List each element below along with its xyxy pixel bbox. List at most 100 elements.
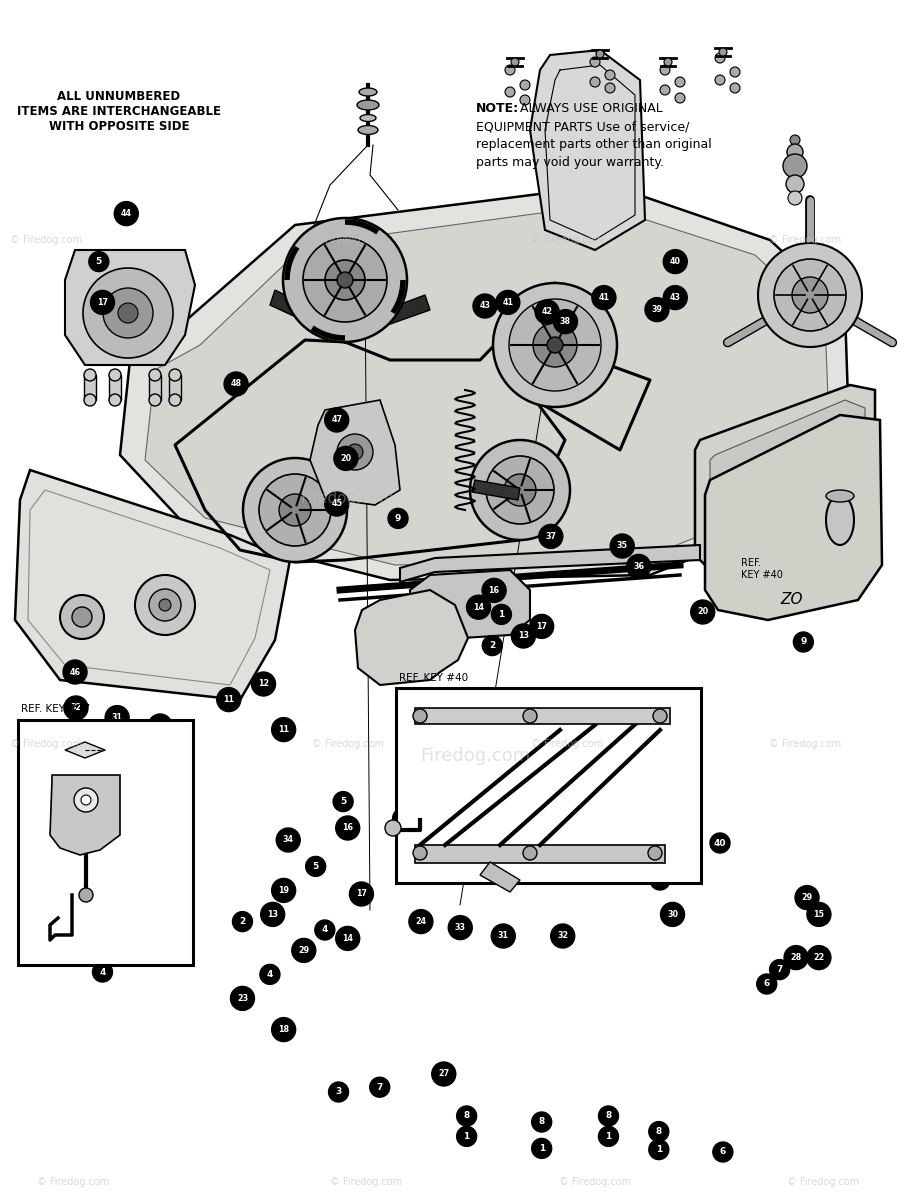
Ellipse shape [359,88,377,96]
Circle shape [670,690,690,710]
Circle shape [109,842,133,866]
Circle shape [470,440,570,540]
Text: 27: 27 [438,1069,449,1079]
Circle shape [649,1140,669,1159]
Circle shape [315,920,335,940]
Text: © Firedog.com: © Firedog.com [532,235,603,245]
Text: 4: 4 [127,748,134,756]
Circle shape [169,370,181,382]
Circle shape [793,632,813,652]
Circle shape [523,846,537,860]
Circle shape [393,809,413,828]
Circle shape [303,238,387,322]
Circle shape [333,792,353,811]
Ellipse shape [358,126,378,134]
Text: 4: 4 [100,967,105,977]
Text: 29: 29 [802,893,813,902]
Text: 31: 31 [498,931,509,941]
Text: 6: 6 [720,1147,726,1157]
Circle shape [328,1082,349,1102]
Circle shape [535,300,559,324]
Text: replacement parts other than original: replacement parts other than original [476,138,712,151]
Circle shape [224,372,248,396]
Circle shape [89,252,109,271]
Text: EQUIPMENT PARTS Use of service/: EQUIPMENT PARTS Use of service/ [476,120,689,133]
Circle shape [649,1122,669,1141]
Circle shape [807,946,831,970]
Circle shape [306,857,326,876]
Text: 39: 39 [651,305,662,314]
Circle shape [520,95,530,104]
Circle shape [645,298,669,322]
Circle shape [217,688,241,712]
Text: 20: 20 [697,607,708,617]
Text: 1: 1 [116,869,122,878]
Text: parts may void your warranty.: parts may void your warranty. [476,156,663,169]
Circle shape [675,77,685,86]
Circle shape [83,268,173,358]
Circle shape [530,847,550,866]
Text: ALWAYS USE ORIGINAL: ALWAYS USE ORIGINAL [516,102,662,115]
Circle shape [596,690,616,710]
Text: 13: 13 [518,631,529,641]
Circle shape [486,456,554,524]
Text: 5: 5 [96,257,102,266]
Circle shape [135,575,195,635]
Polygon shape [410,570,530,640]
Bar [18,720,193,965]
Text: 26: 26 [68,850,79,859]
Text: 2: 2 [490,641,495,650]
Circle shape [457,792,480,816]
Circle shape [231,986,254,1010]
Circle shape [448,916,472,940]
Circle shape [627,554,651,578]
Text: © Firedog.com: © Firedog.com [559,1177,630,1187]
Circle shape [81,794,91,805]
Circle shape [792,277,828,313]
Circle shape [505,86,515,97]
Circle shape [105,706,129,730]
Circle shape [482,636,502,655]
Circle shape [491,924,515,948]
Circle shape [784,946,808,970]
Circle shape [149,589,181,622]
Circle shape [660,65,670,74]
Circle shape [558,847,578,866]
Circle shape [713,1142,733,1162]
Text: 14: 14 [473,602,484,612]
Circle shape [79,888,93,902]
Circle shape [530,614,554,638]
Circle shape [60,595,104,638]
Polygon shape [705,415,882,620]
Text: 17: 17 [536,622,547,631]
Circle shape [259,474,331,546]
Text: 32: 32 [557,931,568,941]
Circle shape [413,709,427,722]
Circle shape [730,67,740,77]
Text: 5: 5 [340,797,346,806]
Text: 6: 6 [764,979,770,989]
Text: 33: 33 [455,923,466,932]
Circle shape [795,886,819,910]
Circle shape [551,924,575,948]
Circle shape [347,444,363,460]
Circle shape [788,191,802,205]
Text: 8: 8 [606,1111,611,1121]
Circle shape [605,70,615,80]
Circle shape [663,286,687,310]
Circle shape [61,842,85,866]
Circle shape [325,492,349,516]
Circle shape [532,1139,552,1158]
Text: ZO: ZO [780,593,802,607]
Circle shape [457,1106,477,1126]
Circle shape [337,272,353,288]
Text: © Firedog.com: © Firedog.com [312,739,383,749]
Text: 1: 1 [539,1144,544,1153]
Circle shape [598,1106,619,1126]
Circle shape [337,434,373,470]
Polygon shape [695,385,875,580]
Text: REF.
KEY #40: REF. KEY #40 [741,558,783,580]
Circle shape [398,718,422,742]
Circle shape [336,816,360,840]
Text: 4: 4 [322,925,328,935]
